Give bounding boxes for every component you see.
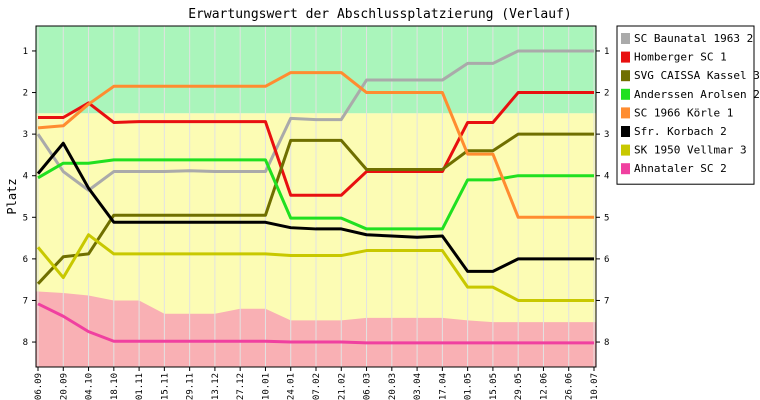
x-tick-label: 24.01 xyxy=(287,373,297,400)
series-line-sc-baunatal-1963-2 xyxy=(36,49,594,192)
x-tick-label: 17.04 xyxy=(438,373,448,400)
y-tick-label: 5 xyxy=(23,213,28,223)
legend-label: SC Baunatal 1963 2 xyxy=(634,32,753,45)
legend-box xyxy=(616,25,755,185)
legend-label: SK 1950 Vellmar 3 xyxy=(634,144,747,157)
legend-label: Sfr. Korbach 2 xyxy=(634,125,727,138)
x-tick-label: 27.12 xyxy=(236,373,246,400)
y-tick-label: 4 xyxy=(604,172,609,182)
series-line-homberger-sc-1 xyxy=(38,91,594,197)
legend-swatch xyxy=(621,88,630,100)
legend-swatch xyxy=(621,144,630,156)
x-tick-label: 13.12 xyxy=(211,373,221,400)
x-tick-label: 29.05 xyxy=(514,373,524,400)
legend-swatch xyxy=(621,51,630,63)
series-line-ahnataler-sc-2 xyxy=(37,302,594,345)
legend-swatch xyxy=(621,107,630,119)
grid xyxy=(37,26,595,367)
legend-swatch xyxy=(621,70,630,82)
y-tick-label: 3 xyxy=(604,130,609,140)
chart-title: Erwartungswert der Abschlussplatzierung … xyxy=(188,7,572,22)
x-tick-label: 29.11 xyxy=(186,373,196,400)
y-tick-label: 7 xyxy=(23,296,28,306)
x-tick-label: 10.07 xyxy=(590,373,600,400)
y-tick-label: 2 xyxy=(23,89,28,99)
y-tick-label: 7 xyxy=(604,296,609,306)
legend-label: Ahnataler SC 2 xyxy=(634,162,727,175)
y-tick-label: 3 xyxy=(23,130,28,140)
y-tick-label: 6 xyxy=(604,255,609,265)
legend-label: Anderssen Arolsen 2 xyxy=(634,88,760,101)
x-tick-label: 04.10 xyxy=(85,373,95,400)
legend-label: Homberger SC 1 xyxy=(634,51,727,64)
y-tick-label: 8 xyxy=(604,338,609,348)
x-tick-label: 21.02 xyxy=(337,373,347,400)
legend-swatch xyxy=(621,33,630,44)
x-tick-label: 18.10 xyxy=(110,373,120,400)
legend-swatch xyxy=(621,126,630,137)
y-tick-label: 5 xyxy=(604,213,609,223)
series-line-sk-1950-vellmar-3 xyxy=(36,233,594,302)
y-tick-label: 1 xyxy=(604,47,609,57)
series-line-svg-caissa-kassel-3 xyxy=(36,132,594,285)
x-tick-label: 12.06 xyxy=(539,373,549,400)
x-tick-label: 26.06 xyxy=(565,373,575,400)
y-tick-label: 8 xyxy=(23,338,28,348)
legend: SC Baunatal 1963 2 Homberger SC 1 SVG CAIS… xyxy=(616,25,760,185)
x-tick-label: 07.02 xyxy=(312,373,322,400)
x-tick-label: 15.05 xyxy=(489,373,499,400)
legend-label: SC 1966 Körle 1 xyxy=(634,106,733,119)
axis-ticks: 1 1 2 2 3 3 4 4 5 5 6 6 7 7 8 8 06.09 20.09 04.10 18.10 01.1… xyxy=(23,47,610,400)
x-tick-label: 10.01 xyxy=(261,373,271,400)
x-tick-label: 06.03 xyxy=(363,373,373,400)
series-lines xyxy=(36,49,594,345)
x-tick-label: 20.03 xyxy=(388,373,398,400)
y-tick-label: 6 xyxy=(23,255,28,265)
series-line-sc-1966-k-rle-1 xyxy=(37,71,594,219)
y-tick-label: 2 xyxy=(604,89,609,99)
y-axis-label: Platz xyxy=(5,178,19,214)
x-tick-label: 06.09 xyxy=(34,373,44,400)
legend-swatch xyxy=(621,163,630,175)
legend-label: SVG CAISSA Kassel 3 xyxy=(634,69,760,82)
y-tick-label: 1 xyxy=(23,47,28,57)
x-tick-label: 03.04 xyxy=(413,373,423,400)
x-tick-label: 20.09 xyxy=(59,373,69,400)
x-tick-label: 15.11 xyxy=(160,373,170,400)
x-tick-label: 01.11 xyxy=(135,373,145,400)
x-tick-label: 01.05 xyxy=(464,373,474,400)
series-line-sfr-korbach-2 xyxy=(36,141,594,273)
y-tick-label: 4 xyxy=(23,172,28,182)
